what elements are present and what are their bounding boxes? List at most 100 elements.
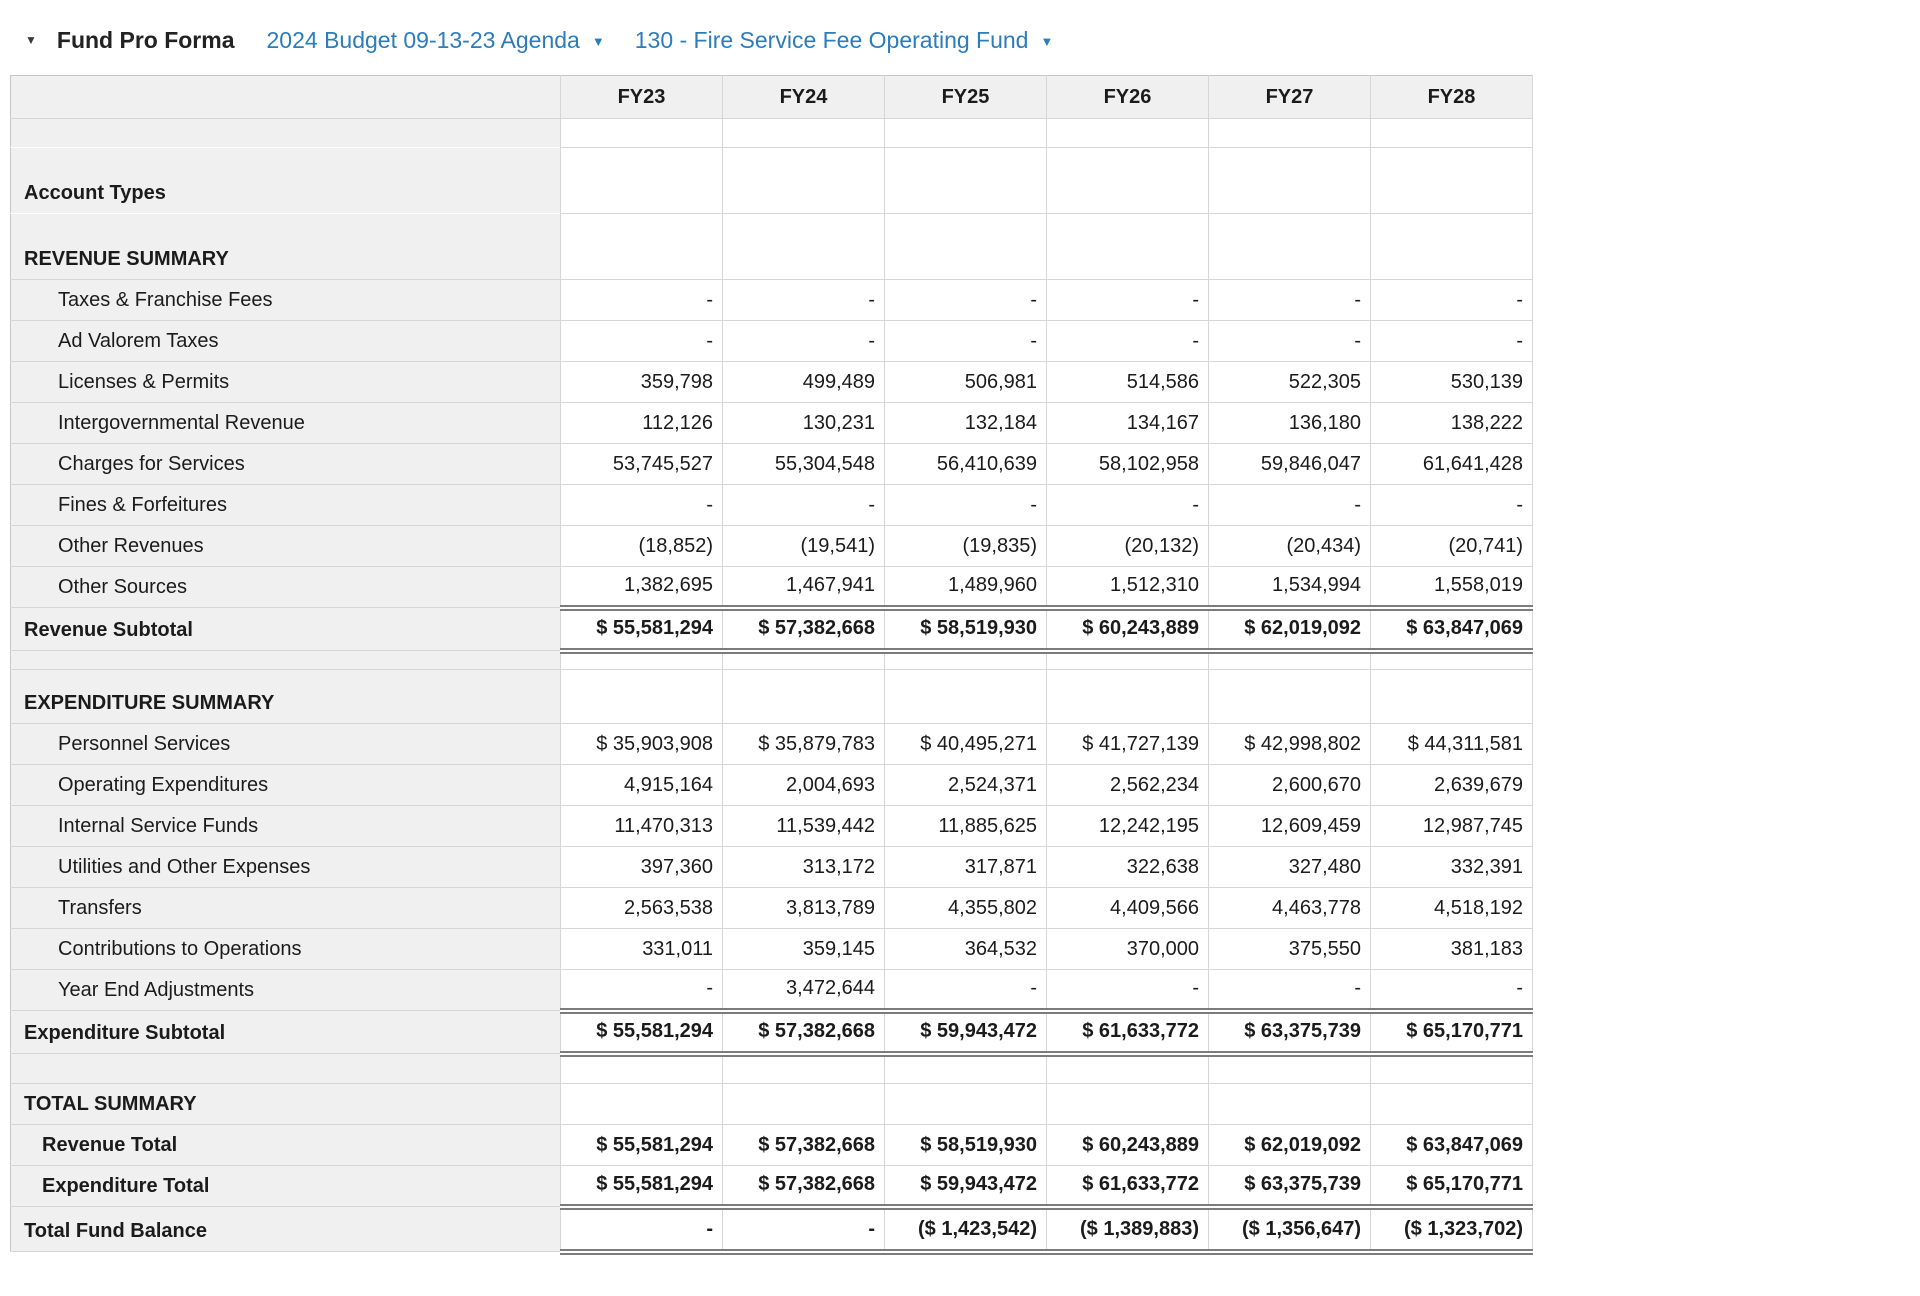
row-label-account-types: Account Types <box>10 147 561 214</box>
cell-fines-forfeitures-fy27: - <box>1208 484 1371 526</box>
table-row-contributions-to-operations: Contributions to Operations 331,011 359,14… <box>10 928 1533 970</box>
cell-utilities-other-expenses-fy27: 327,480 <box>1208 846 1371 888</box>
fund-dropdown[interactable]: 130 - Fire Service Fee Operating Fund ▼ <box>635 27 1054 54</box>
cell-expenditure-subtotal-fy26: $ 61,633,772 <box>1046 1010 1209 1057</box>
cell-charges-for-services-fy25: 56,410,639 <box>884 443 1047 485</box>
table-row-charges-for-services: Charges for Services 53,745,527 55,304,548… <box>10 443 1533 485</box>
table-row-intergovernmental-revenue: Intergovernmental Revenue 112,126 130,231 1… <box>10 402 1533 444</box>
row-label-operating-expenditures: Operating Expenditures <box>10 764 561 806</box>
cell-total-fund-balance-fy24: - <box>722 1206 885 1255</box>
row-label-utilities-other-expenses: Utilities and Other Expenses <box>10 846 561 888</box>
cell-utilities-other-expenses-fy28: 332,391 <box>1370 846 1533 888</box>
cell-year-end-adjustments-fy25: - <box>884 969 1047 1014</box>
table-row-expenditure-summary: EXPENDITURE SUMMARY <box>10 669 1533 724</box>
cell-licenses-permits-fy28: 530,139 <box>1370 361 1533 403</box>
cell-revenue-subtotal-fy26: $ 60,243,889 <box>1046 607 1209 654</box>
cell-account-types-fy23 <box>560 147 723 214</box>
cell-total-fund-balance-fy28: ($ 1,323,702) <box>1370 1206 1533 1255</box>
cell-revenue-summary-fy25 <box>884 213 1047 280</box>
cell-expenditure-total-fy24: $ 57,382,668 <box>722 1165 885 1210</box>
cell-taxes-franchise-fees-fy28: - <box>1370 279 1533 321</box>
table-row-expenditure-total: Expenditure Total $ 55,581,294 $ 57,382,66… <box>10 1165 1533 1210</box>
table-row-licenses-permits: Licenses & Permits 359,798 499,489 506,981 5… <box>10 361 1533 403</box>
cell-internal-service-funds-fy26: 12,242,195 <box>1046 805 1209 847</box>
cell-licenses-permits-fy27: 522,305 <box>1208 361 1371 403</box>
cell-fines-forfeitures-fy24: - <box>722 484 885 526</box>
cell-revenue-total-fy24: $ 57,382,668 <box>722 1124 885 1166</box>
cell-revenue-summary-fy24 <box>722 213 885 280</box>
row-label-taxes-franchise-fees: Taxes & Franchise Fees <box>10 279 561 321</box>
cell-internal-service-funds-fy25: 11,885,625 <box>884 805 1047 847</box>
row-label-charges-for-services: Charges for Services <box>10 443 561 485</box>
cell-account-types-fy24 <box>722 147 885 214</box>
table-row-transfers: Transfers 2,563,538 3,813,789 4,355,802 4,40… <box>10 887 1533 929</box>
cell-internal-service-funds-fy23: 11,470,313 <box>560 805 723 847</box>
row-label-total-summary: TOTAL SUMMARY <box>10 1083 561 1125</box>
cell-year-end-adjustments-fy23: - <box>560 969 723 1014</box>
collapse-arrow-icon[interactable]: ▼ <box>25 33 37 47</box>
column-header-row: FY23 FY24 FY25 FY26 FY27 FY28 <box>10 75 1533 119</box>
cell-taxes-franchise-fees-fy27: - <box>1208 279 1371 321</box>
cell-revenue-subtotal-fy25: $ 58,519,930 <box>884 607 1047 654</box>
cell-ad-valorem-taxes-fy26: - <box>1046 320 1209 362</box>
table-row-revenue-total: Revenue Total $ 55,581,294 $ 57,382,668 $ 5… <box>10 1124 1533 1166</box>
cell-contributions-to-operations-fy23: 331,011 <box>560 928 723 970</box>
cell-contributions-to-operations-fy25: 364,532 <box>884 928 1047 970</box>
cell-revenue-total-fy26: $ 60,243,889 <box>1046 1124 1209 1166</box>
row-label-spacer-mid-2 <box>10 1053 561 1084</box>
budget-version-dropdown-label: 2024 Budget 09-13-23 Agenda <box>266 26 580 53</box>
cell-other-revenues-fy25: (19,835) <box>884 525 1047 567</box>
cell-expenditure-total-fy25: $ 59,943,472 <box>884 1165 1047 1210</box>
cell-spacer-mid-1-fy28 <box>1370 650 1533 670</box>
cell-other-sources-fy24: 1,467,941 <box>722 566 885 611</box>
column-header-corner <box>10 75 561 119</box>
cell-expenditure-summary-fy28 <box>1370 669 1533 724</box>
cell-ad-valorem-taxes-fy27: - <box>1208 320 1371 362</box>
cell-revenue-total-fy25: $ 58,519,930 <box>884 1124 1047 1166</box>
cell-charges-for-services-fy26: 58,102,958 <box>1046 443 1209 485</box>
cell-spacer-mid-1-fy25 <box>884 650 1047 670</box>
cell-fines-forfeitures-fy26: - <box>1046 484 1209 526</box>
cell-total-summary-fy23 <box>560 1083 723 1125</box>
row-label-contributions-to-operations: Contributions to Operations <box>10 928 561 970</box>
cell-fines-forfeitures-fy25: - <box>884 484 1047 526</box>
cell-account-types-fy27 <box>1208 147 1371 214</box>
cell-utilities-other-expenses-fy23: 397,360 <box>560 846 723 888</box>
table-row-year-end-adjustments: Year End Adjustments -3,472,644- - - - <box>10 969 1533 1014</box>
cell-revenue-total-fy28: $ 63,847,069 <box>1370 1124 1533 1166</box>
cell-total-summary-fy27 <box>1208 1083 1371 1125</box>
cell-other-sources-fy28: 1,558,019 <box>1370 566 1533 611</box>
fund-dropdown-label: 130 - Fire Service Fee Operating Fund <box>634 26 1029 53</box>
cell-fines-forfeitures-fy23: - <box>560 484 723 526</box>
column-header-fy23: FY23 <box>560 75 723 119</box>
cell-transfers-fy25: 4,355,802 <box>884 887 1047 929</box>
cell-intergovernmental-revenue-fy23: 112,126 <box>560 402 723 444</box>
cell-year-end-adjustments-fy26: - <box>1046 969 1209 1014</box>
cell-other-sources-fy23: 1,382,695 <box>560 566 723 611</box>
cell-internal-service-funds-fy28: 12,987,745 <box>1370 805 1533 847</box>
cell-operating-expenditures-fy24: 2,004,693 <box>722 764 885 806</box>
budget-version-dropdown[interactable]: 2024 Budget 09-13-23 Agenda ▼ <box>267 27 605 54</box>
cell-operating-expenditures-fy26: 2,562,234 <box>1046 764 1209 806</box>
chevron-down-icon: ▼ <box>591 34 605 49</box>
cell-other-revenues-fy24: (19,541) <box>722 525 885 567</box>
cell-transfers-fy24: 3,813,789 <box>722 887 885 929</box>
row-label-personnel-services: Personnel Services <box>10 723 561 765</box>
column-header-fy28: FY28 <box>1370 75 1533 119</box>
cell-revenue-summary-fy28 <box>1370 213 1533 280</box>
table-row-utilities-other-expenses: Utilities and Other Expenses 397,360 313,1… <box>10 846 1533 888</box>
row-label-expenditure-summary: EXPENDITURE SUMMARY <box>10 669 561 724</box>
cell-year-end-adjustments-fy28: - <box>1370 969 1533 1014</box>
cell-contributions-to-operations-fy24: 359,145 <box>722 928 885 970</box>
table-row-revenue-subtotal: Revenue Subtotal $ 55,581,294 $ 57,382,668… <box>10 607 1533 654</box>
row-label-transfers: Transfers <box>10 887 561 929</box>
cell-spacer-mid-2-fy23 <box>560 1053 723 1084</box>
cell-spacer-top-fy24 <box>722 118 885 148</box>
table-row-spacer-mid-2 <box>10 1053 1533 1084</box>
cell-total-fund-balance-fy26: ($ 1,389,883) <box>1046 1206 1209 1255</box>
cell-contributions-to-operations-fy27: 375,550 <box>1208 928 1371 970</box>
table-row-operating-expenditures: Operating Expenditures 4,915,164 2,004,693… <box>10 764 1533 806</box>
table-row-fines-forfeitures: Fines & Forfeitures - - - - - - <box>10 484 1533 526</box>
cell-intergovernmental-revenue-fy24: 130,231 <box>722 402 885 444</box>
cell-total-summary-fy28 <box>1370 1083 1533 1125</box>
